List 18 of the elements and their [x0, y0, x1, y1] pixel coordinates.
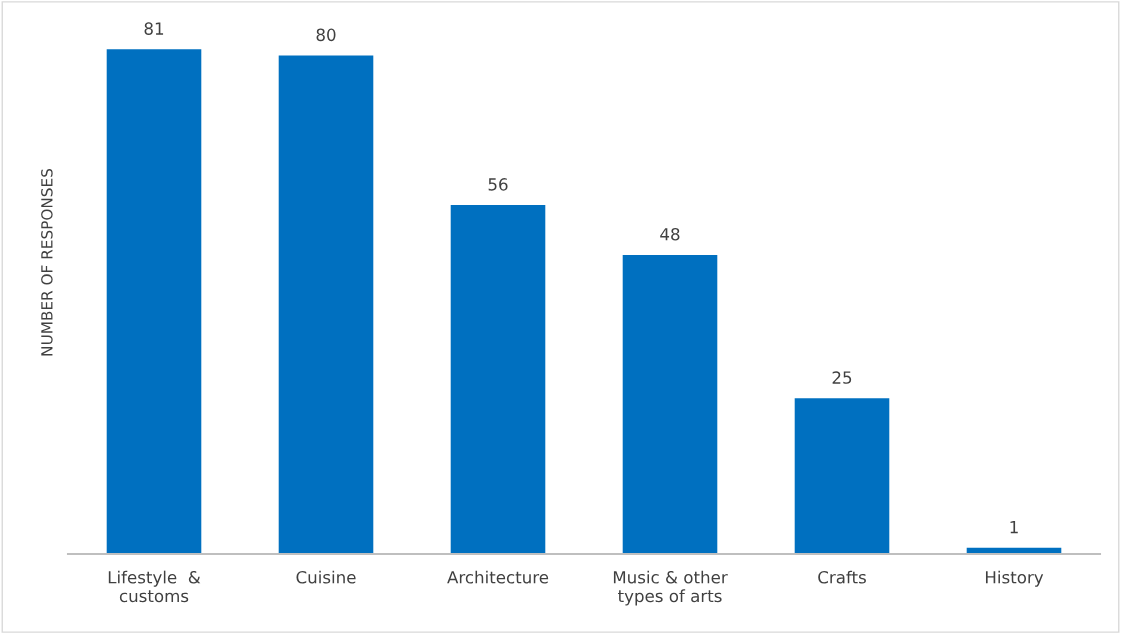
x-tick-label: Cuisine: [296, 570, 356, 584]
data-label: 25: [832, 371, 852, 384]
data-label: 1: [1010, 521, 1018, 534]
data-label: 56: [488, 178, 508, 191]
x-tick-label: Crafts: [818, 570, 866, 584]
data-label: 81: [144, 22, 164, 35]
bar: [278, 55, 374, 554]
bar: [794, 398, 890, 554]
data-label: 80: [316, 28, 336, 42]
x-tick-label: Music & other types of arts: [613, 570, 728, 606]
bar: [106, 49, 202, 554]
bar: [622, 254, 718, 554]
x-tick-label: History: [985, 570, 1044, 587]
x-tick-label: Architecture: [447, 570, 549, 584]
bar: [450, 205, 546, 554]
data-label: 48: [660, 227, 680, 241]
y-axis-title: NUMBER OF RESPONSES: [41, 168, 53, 356]
x-tick-label: Lifestyle & customs: [108, 570, 201, 603]
